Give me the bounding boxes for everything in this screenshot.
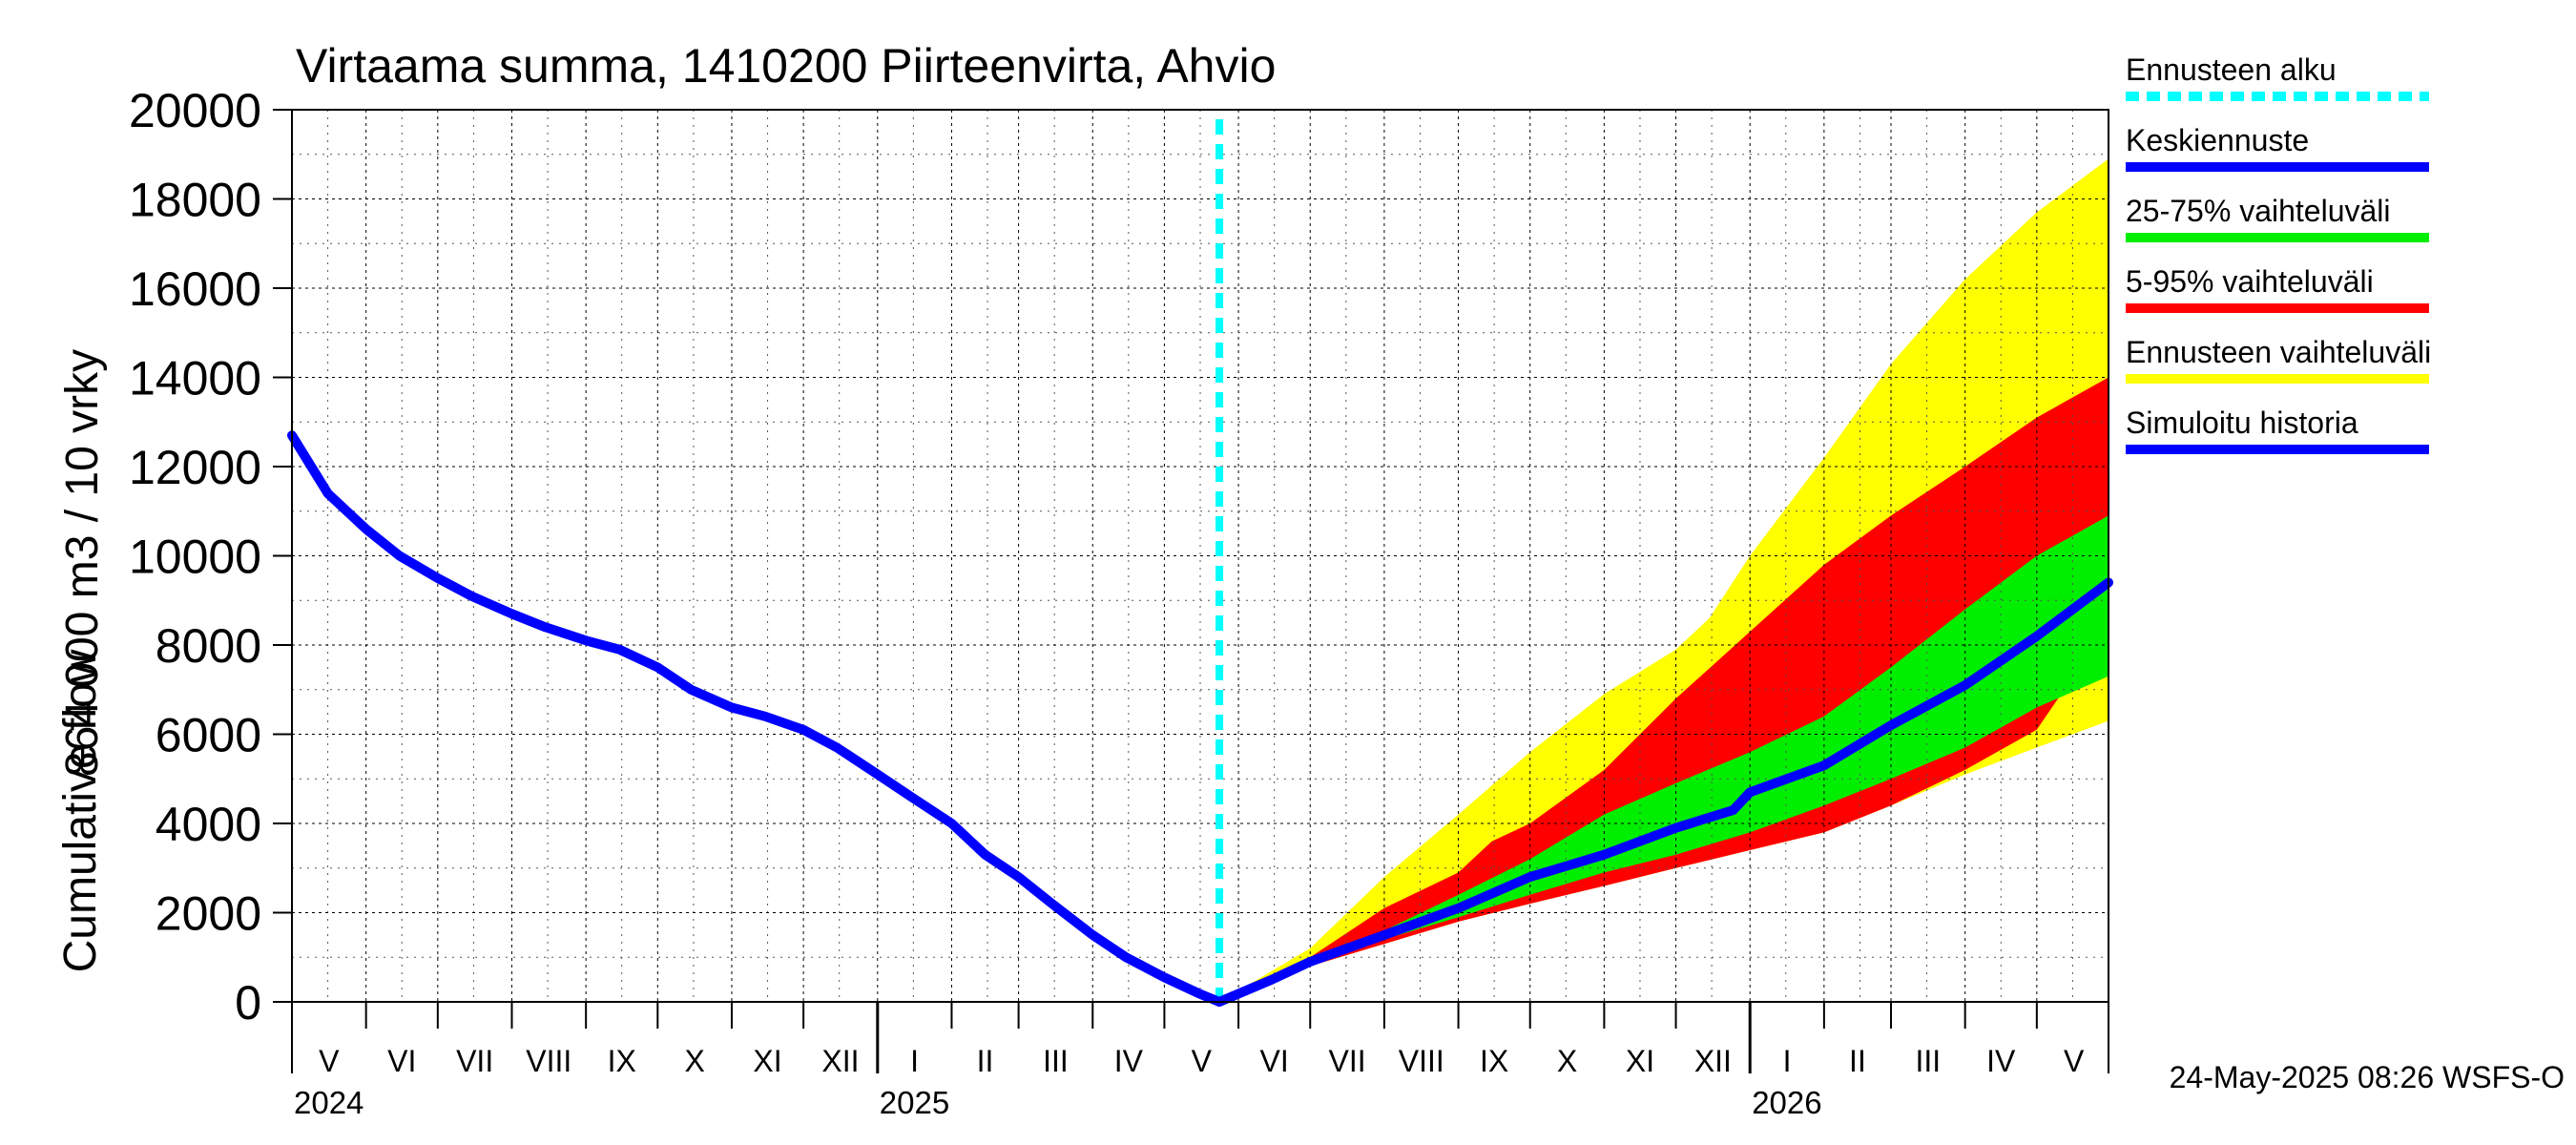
y-tick-label: 10000 <box>129 531 261 584</box>
y-axis-label-line-1: 864 000 m3 / 10 vrky <box>57 349 108 777</box>
chart-title: Virtaama summa, 1410200 Piirteenvirta, A… <box>296 39 1276 93</box>
month-label: XII <box>1694 1044 1732 1078</box>
legend-label: 5-95% vaihteluväli <box>2126 264 2374 299</box>
month-label: IX <box>608 1044 636 1078</box>
month-label: XII <box>821 1044 859 1078</box>
year-label: 2024 <box>294 1085 364 1120</box>
y-tick-label: 12000 <box>129 441 261 494</box>
x-axis-month-labels: V VI VII VIII IX X XI XII I II III IV V VI VII VIII IX X X… <box>294 1044 2085 1120</box>
forecast-bands <box>1219 158 2109 1002</box>
month-label: VII <box>456 1044 493 1078</box>
legend-label: Ennusteen alku <box>2126 52 2337 87</box>
month-label: III <box>1916 1044 1942 1078</box>
month-label: X <box>684 1044 704 1078</box>
month-label: VII <box>1329 1044 1366 1078</box>
year-label: 2025 <box>880 1085 949 1120</box>
y-tick-label: 20000 <box>129 84 261 137</box>
axes <box>273 109 2109 1073</box>
y-tick-label: 6000 <box>156 709 261 762</box>
month-label: V <box>2064 1044 2085 1078</box>
month-label: VI <box>1260 1044 1289 1078</box>
y-tick-label: 2000 <box>156 887 261 941</box>
month-label: V <box>319 1044 340 1078</box>
month-label: IV <box>1114 1044 1144 1078</box>
y-tick-label: 8000 <box>156 619 261 673</box>
legend-label: Keskiennuste <box>2126 123 2309 157</box>
year-label: 2026 <box>1752 1085 1821 1120</box>
y-tick-labels: 0 2000 4000 6000 8000 10000 12000 14000 16000 180… <box>129 84 261 1030</box>
month-label: VIII <box>526 1044 571 1078</box>
y-tick-label: 0 <box>235 976 261 1030</box>
legend-label: Simuloitu historia <box>2126 406 2358 440</box>
grid-lines <box>292 109 2109 1002</box>
month-label: I <box>910 1044 919 1078</box>
series-line-simuloitu-historia <box>287 430 1224 1007</box>
month-label: II <box>1849 1044 1866 1078</box>
month-label: VIII <box>1399 1044 1444 1078</box>
month-label: VI <box>387 1044 416 1078</box>
timestamp-footer: 24-May-2025 08:26 WSFS-O <box>2170 1060 2565 1094</box>
series-lines <box>287 119 2113 1007</box>
y-tick-label: 14000 <box>129 352 261 406</box>
month-label: XI <box>753 1044 781 1078</box>
legend-label: Ennusteen vaihteluväli <box>2126 335 2431 369</box>
y-tick-label: 18000 <box>129 174 261 227</box>
month-label: V <box>1192 1044 1213 1078</box>
band-5-95-vaihteluv-li <box>1219 377 2109 1002</box>
legend-label: 25-75% vaihteluväli <box>2126 194 2391 228</box>
legend: Ennusteen alku Keskiennuste 25-75% vaihtel… <box>2126 52 2431 454</box>
series-line-keskiennuste <box>1215 577 2113 1007</box>
month-label: I <box>1783 1044 1792 1078</box>
month-label: XI <box>1626 1044 1654 1078</box>
month-label: IV <box>1986 1044 2016 1078</box>
month-label: II <box>977 1044 994 1078</box>
band-25-75-vaihteluv-li <box>1219 515 2109 1002</box>
month-label: IX <box>1480 1044 1508 1078</box>
month-label: X <box>1557 1044 1577 1078</box>
month-label: III <box>1043 1044 1069 1078</box>
y-axis-label-line-2: Cumulative flow <box>55 649 106 972</box>
y-tick-label: 4000 <box>156 798 261 851</box>
y-tick-label: 16000 <box>129 262 261 316</box>
